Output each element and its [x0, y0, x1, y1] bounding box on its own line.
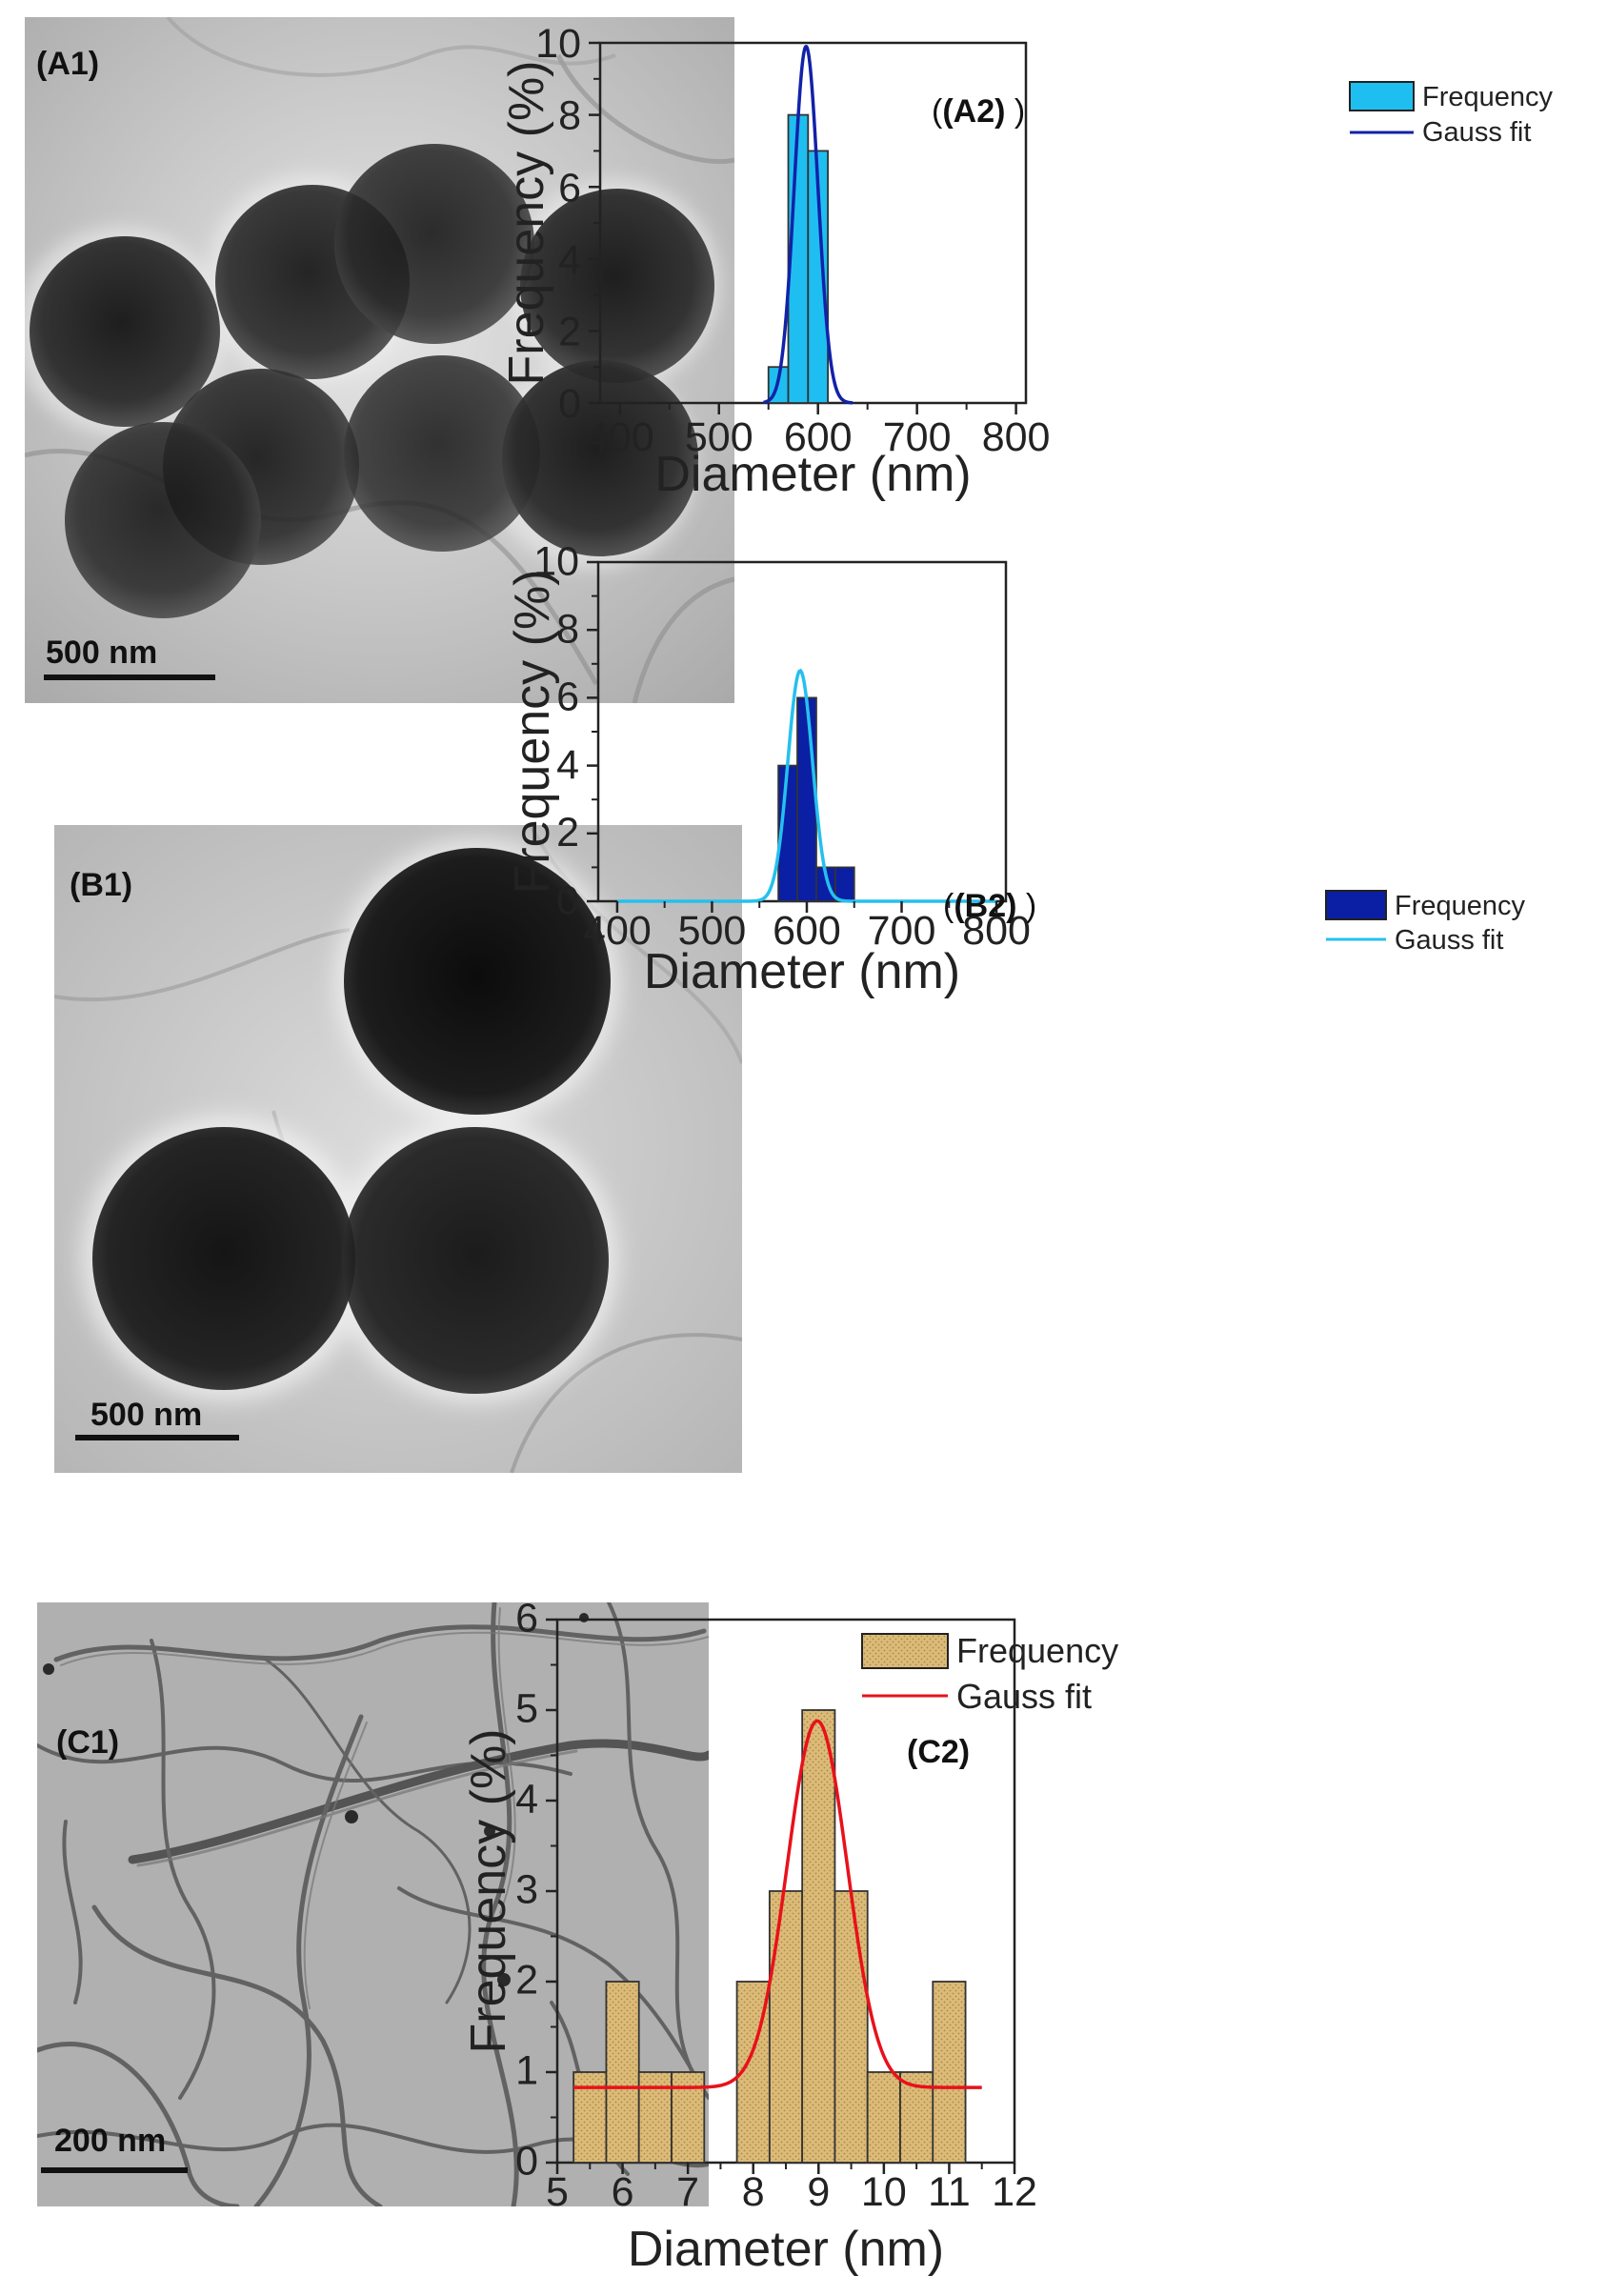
histogram-bar [834, 866, 855, 902]
histogram-bar [768, 1890, 804, 2164]
x-tick-label: 400 [586, 414, 654, 460]
tem-micrograph-a1 [25, 17, 734, 703]
x-tick-label: 5 [546, 2169, 569, 2215]
y-axis-title: Frequency (%) [505, 570, 560, 895]
scale-bar-line [41, 2167, 188, 2173]
legend-label-gauss: Gauss fit [1422, 117, 1531, 148]
chart-label-a2-text: (A2) [942, 93, 1005, 130]
x-tick-label: 10 [861, 2169, 907, 2215]
y-tick-label: 4 [515, 1777, 538, 1823]
x-tick-label: 700 [868, 908, 936, 954]
y-tick-label: 1 [515, 2048, 538, 2094]
y-tick-label: 6 [515, 1596, 538, 1641]
chart-label-b2-text: (B2) [954, 888, 1016, 924]
scale-bar-label-c1: 200 nm [54, 2123, 167, 2159]
histogram-bar [932, 1981, 967, 2164]
histogram-bar [866, 2071, 901, 2164]
scale-bar-line [75, 1435, 239, 1440]
x-axis-title: Diameter (nm) [628, 2222, 944, 2277]
x-tick-label: 800 [982, 414, 1051, 460]
tem-micrograph-b1 [54, 825, 742, 1473]
tem-image-b1: (B1) 500 nm [54, 825, 742, 1473]
x-tick-label: 8 [742, 2169, 765, 2215]
legend-label-frequency: Frequency [1395, 891, 1526, 921]
y-tick-label: 0 [558, 381, 581, 427]
x-tick-label: 700 [883, 414, 952, 460]
gauss-fit-line [763, 44, 854, 405]
legend-b2: Frequency Gauss fit [1325, 890, 1526, 956]
y-tick-label: 0 [515, 2139, 538, 2185]
x-tick-label: 600 [784, 414, 853, 460]
scale-bar-line [44, 675, 215, 680]
chart-a2: 400 500 600 700 800 0 2 4 6 8 10 Diameter (nm) Frequ… [499, 21, 1554, 502]
y-tick-label: 2 [558, 309, 581, 354]
y-tick-label: 6 [558, 165, 581, 211]
histogram-bar [572, 2071, 608, 2164]
y-axis-title: Frequency (%) [461, 1729, 516, 2054]
chart-label-b2-close: ) [1026, 888, 1036, 924]
plot-area-a2: 400 500 600 700 800 0 2 4 6 8 10 Diameter (nm) Frequ… [499, 21, 1050, 502]
tem-label-b1: (B1) [70, 867, 133, 903]
chart-label-c2: (C2) [907, 1734, 970, 1770]
chart-label-a2: ((A2) ) [932, 93, 1025, 130]
histogram-bar [801, 1709, 836, 2164]
histogram-bar [834, 1890, 869, 2164]
gauss-fit-line [573, 1719, 982, 2089]
legend-a2: Frequency Gauss fit [1349, 81, 1554, 148]
histogram-bar [796, 696, 817, 902]
histogram-bar [637, 2071, 673, 2164]
y-tick-label: 10 [535, 21, 581, 67]
x-tick-label: 800 [962, 908, 1031, 954]
legend-label-frequency: Frequency [956, 1631, 1118, 1670]
legend-swatch-frequency [1349, 81, 1415, 111]
y-tick-label: 8 [556, 607, 579, 653]
tem-image-a1: (A1) 500 nm [25, 17, 734, 703]
x-tick-label: 600 [773, 908, 841, 954]
legend-label-frequency: Frequency [1422, 82, 1554, 112]
gauss-fit-line [616, 668, 997, 903]
y-tick-label: 8 [558, 93, 581, 139]
y-tick-label: 10 [533, 538, 579, 584]
y-tick-label: 4 [556, 742, 579, 788]
histogram-bar [605, 1981, 640, 2164]
plot-area-b2: 400 500 600 700 800 0 2 4 6 8 10 Diameter (nm) Frequ… [505, 538, 1031, 999]
y-tick-label: 4 [558, 237, 581, 283]
x-tick-label: 11 [928, 2169, 971, 2215]
scale-bar-label-b1: 500 nm [90, 1397, 203, 1433]
x-tick-label: 500 [685, 414, 753, 460]
tem-label-c1: (C1) [56, 1724, 120, 1761]
y-tick-label: 2 [556, 810, 579, 856]
x-tick-label: 12 [992, 2169, 1037, 2215]
x-tick-label: 7 [676, 2169, 699, 2215]
y-tick-label: 3 [515, 1867, 538, 1913]
x-tick-label: 9 [807, 2169, 830, 2215]
legend-label-gauss: Gauss fit [1395, 925, 1503, 956]
y-tick-label: 2 [515, 1958, 538, 2004]
chart-b2: 400 500 600 700 800 0 2 4 6 8 10 Diameter (nm) Frequ… [505, 538, 1526, 999]
chart-label-b2: ((B2) ) [943, 888, 1036, 924]
x-tick-label: 500 [678, 908, 747, 954]
y-tick-label: 0 [556, 877, 579, 923]
scale-bar-label-a1: 500 nm [46, 634, 158, 671]
x-tick-label: 6 [612, 2169, 634, 2215]
x-tick-label: 400 [583, 908, 652, 954]
legend-label-gauss: Gauss fit [956, 1677, 1092, 1716]
y-tick-label: 5 [515, 1686, 538, 1732]
y-axis-title: Frequency (%) [499, 61, 554, 386]
y-tick-label: 6 [556, 675, 579, 720]
tem-label-a1: (A1) [36, 46, 100, 82]
legend-swatch-frequency [1325, 890, 1387, 920]
chart-label-a2-close: ) [1014, 93, 1025, 130]
x-axis-title: Diameter (nm) [654, 447, 971, 502]
legend-swatch-frequency [861, 1633, 949, 1669]
legend-c2: Frequency Gauss fit [861, 1631, 1118, 1716]
x-axis-title: Diameter (nm) [644, 944, 960, 999]
